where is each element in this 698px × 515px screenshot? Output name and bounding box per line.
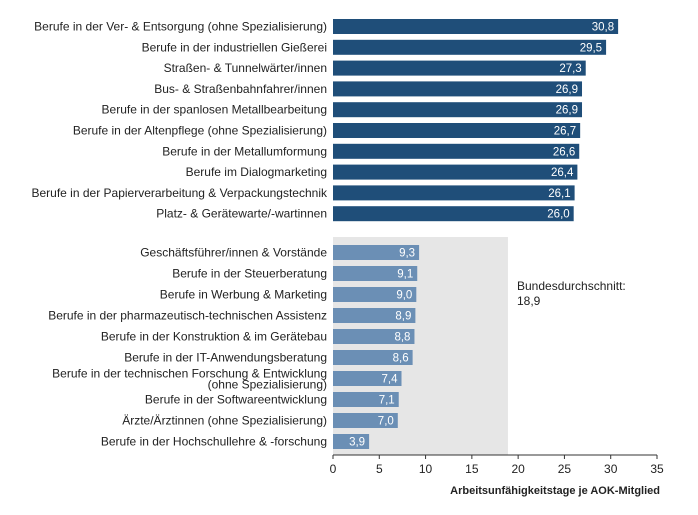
x-tick-label-0: 0 xyxy=(330,462,337,476)
bar-0-2 xyxy=(333,60,586,76)
category-label-1-1: Berufe in der Steuerberatung xyxy=(172,267,327,281)
bar-0-0 xyxy=(333,19,619,34)
bar-0-6 xyxy=(333,143,580,159)
bar-0-5 xyxy=(333,123,581,138)
category-label-0-5: Berufe in der Altenpflege (ohne Speziali… xyxy=(73,124,327,138)
value-label-1-1: 9,1 xyxy=(397,269,413,281)
bar-1-3 xyxy=(333,308,416,323)
value-label-0-8: 26,1 xyxy=(548,188,570,200)
value-label-0-4: 26,9 xyxy=(556,105,578,117)
category-label-1-0: Geschäftsführer/innen & Vorstände xyxy=(140,246,327,260)
value-label-0-0: 30,8 xyxy=(592,22,614,34)
category-label-0-0: Berufe in der Ver- & Entsorgung (ohne Sp… xyxy=(34,20,327,34)
bar-1-8 xyxy=(333,413,398,428)
x-tick-label-5: 25 xyxy=(558,462,572,476)
category-label-0-7: Berufe im Dialogmarketing xyxy=(186,165,327,179)
category-label-0-2: Straßen- & Tunnelwärter/innen xyxy=(164,61,327,75)
bar-0-3 xyxy=(333,81,583,97)
bar-0-8 xyxy=(333,185,575,201)
bar-1-6 xyxy=(333,371,402,386)
value-label-1-4: 8,8 xyxy=(394,332,410,344)
bar-1-2 xyxy=(333,287,417,302)
bar-1-7 xyxy=(333,392,399,407)
category-label-1-2: Berufe in Werbung & Marketing xyxy=(160,288,327,302)
value-label-0-6: 26,6 xyxy=(553,146,575,158)
category-label-0-4: Berufe in der spanlosen Metallbearbeitun… xyxy=(102,103,327,117)
category-label-1-7: Berufe in der Softwareentwicklung xyxy=(145,393,327,407)
category-label-1-6-line-0: Berufe in der technischen Forschung & En… xyxy=(52,367,327,381)
value-label-1-0: 9,3 xyxy=(399,248,415,260)
bar-1-0 xyxy=(333,245,420,260)
x-axis-title: Arbeitsunfähigkeitstage je AOK-Mitglied xyxy=(450,485,660,497)
category-label-0-1: Berufe in der industriellen Gießerei xyxy=(142,40,327,54)
category-label-0-3: Bus- & Straßenbahnfahrer/innen xyxy=(154,82,327,96)
category-label-1-9: Berufe in der Hochschullehre & -forschun… xyxy=(101,435,327,449)
bar-0-4 xyxy=(333,102,583,118)
bar-1-5 xyxy=(333,350,413,365)
bar-1-9 xyxy=(333,434,370,449)
category-label-0-8: Berufe in der Papierverarbeitung & Verpa… xyxy=(31,186,328,200)
category-label-1-3: Berufe in der pharmazeutisch-technischen… xyxy=(48,309,327,323)
x-tick-label-7: 35 xyxy=(650,462,664,476)
value-label-1-2: 9,0 xyxy=(396,290,412,302)
bar-0-7 xyxy=(333,164,578,180)
value-label-0-2: 27,3 xyxy=(559,63,581,75)
bar-1-1 xyxy=(333,266,418,281)
bar-1-4 xyxy=(333,329,415,344)
x-tick-label-3: 15 xyxy=(465,462,479,476)
value-label-1-7: 7,1 xyxy=(379,395,395,407)
value-label-1-6: 7,4 xyxy=(382,374,399,386)
value-label-1-3: 8,9 xyxy=(395,311,411,323)
category-label-1-8: Ärzte/Ärztinnen (ohne Spezialisierung) xyxy=(122,414,327,428)
value-label-0-5: 26,7 xyxy=(554,126,576,138)
value-label-0-7: 26,4 xyxy=(551,167,574,179)
bar-0-1 xyxy=(333,39,607,55)
value-label-0-3: 26,9 xyxy=(556,84,578,96)
value-label-0-9: 26,0 xyxy=(547,209,569,221)
value-label-0-1: 29,5 xyxy=(580,42,602,54)
category-label-1-6-line-1: (ohne Spezialisierung) xyxy=(208,378,327,392)
bar-0-9 xyxy=(333,206,574,222)
x-tick-label-2: 10 xyxy=(419,462,433,476)
category-label-1-4: Berufe in der Konstruktion & im Geräteba… xyxy=(101,330,327,344)
reference-label: Bundesdurchschnitt: xyxy=(517,279,626,293)
x-tick-label-4: 20 xyxy=(511,462,525,476)
value-label-1-8: 7,0 xyxy=(378,416,394,428)
x-tick-label-6: 30 xyxy=(604,462,618,476)
value-label-1-9: 3,9 xyxy=(349,437,365,449)
category-label-1-5: Berufe in der IT-Anwendungsberatung xyxy=(124,351,327,365)
x-tick-label-1: 5 xyxy=(376,462,383,476)
category-label-0-9: Platz- & Gerätewarte/-wartinnen xyxy=(156,207,327,221)
value-label-1-5: 8,6 xyxy=(393,353,409,365)
category-label-0-6: Berufe in der Metallumformung xyxy=(162,144,327,158)
reference-value: 18,9 xyxy=(517,294,541,308)
